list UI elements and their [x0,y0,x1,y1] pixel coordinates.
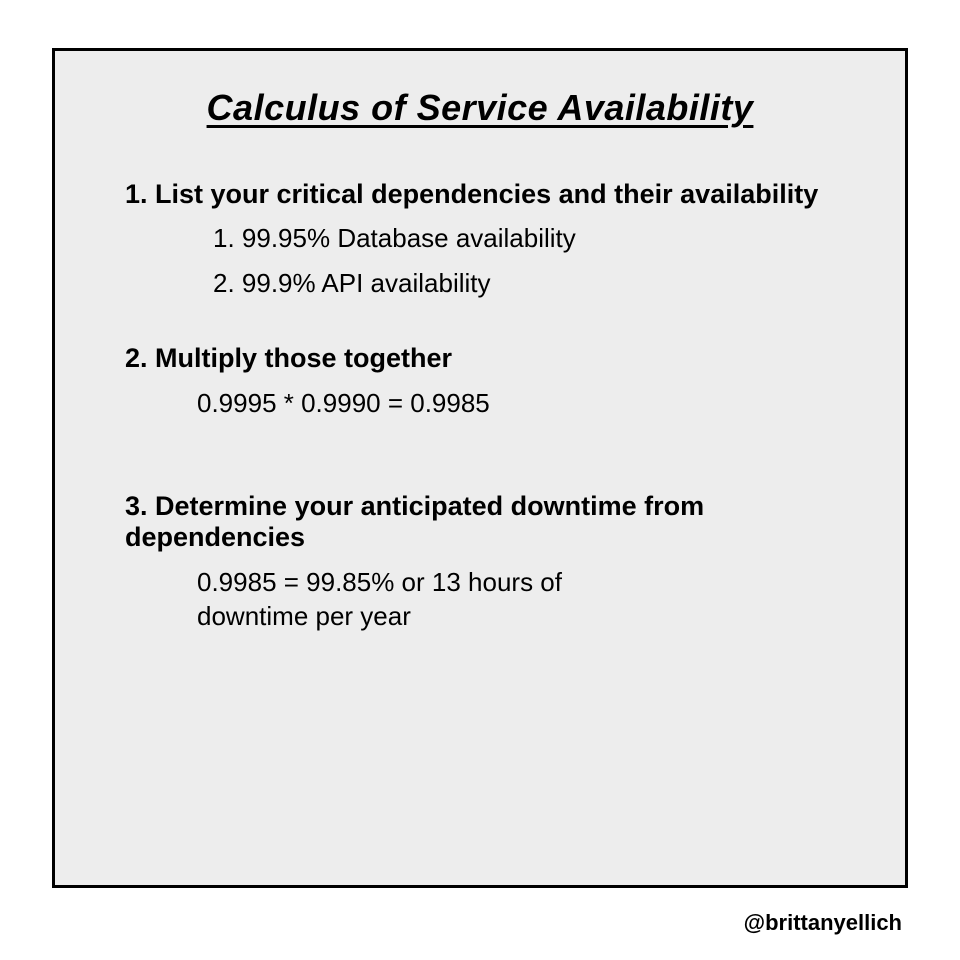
step-3-heading: 3. Determine your anticipated downtime f… [125,491,835,551]
step-2-calc: 0.9995 * 0.9990 = 0.9985 [125,387,835,420]
list-item: 1. 99.95% Database availability [213,223,835,254]
attribution-handle: @brittanyellich [744,910,902,936]
info-card: Calculus of Service Availability 1. List… [52,48,908,888]
page: Calculus of Service Availability 1. List… [0,0,960,960]
step-3-result: 0.9985 = 99.85% or 13 hours of downtime … [125,566,645,634]
step-1-heading: 1. List your critical dependencies and t… [125,179,835,209]
step-2-heading: 2. Multiply those together [125,343,835,373]
step-1-list: 1. 99.95% Database availability 2. 99.9%… [125,223,835,298]
list-item: 2. 99.9% API availability [213,268,835,299]
card-title: Calculus of Service Availability [125,87,835,129]
